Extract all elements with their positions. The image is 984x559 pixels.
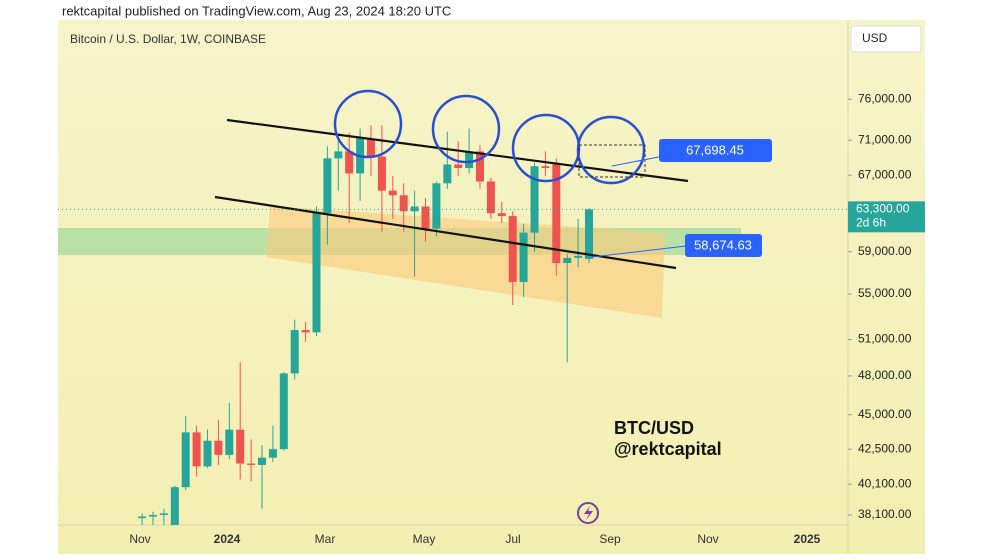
candle-body: [203, 440, 212, 467]
candle-body: [508, 216, 517, 283]
candle-body: [519, 232, 528, 283]
logo-icon: [584, 506, 593, 520]
selection-box: [578, 144, 646, 178]
candle-body: [486, 181, 495, 214]
candle-body: [258, 457, 266, 465]
candle-body: [454, 164, 463, 169]
candle-body: [399, 195, 408, 212]
y-tick-label: 71,000.00: [858, 132, 912, 146]
candle-body: [465, 151, 474, 169]
y-tick-label: 48,000.00: [858, 368, 912, 382]
candle-body: [149, 514, 157, 517]
candle-body: [247, 463, 256, 465]
candle-body: [181, 432, 190, 488]
countdown: 2d 6h: [856, 216, 886, 230]
annotation-text: BTC/USD: [614, 418, 694, 438]
candle-body: [312, 213, 321, 333]
candle-body: [552, 164, 561, 264]
candle-body: [138, 516, 147, 519]
y-tick-label: 45,000.00: [858, 407, 912, 421]
price-label: 58,674.63: [694, 237, 752, 252]
candle-body: [236, 429, 245, 464]
annotation-text: @rektcapital: [614, 439, 722, 459]
price-label: 67,698.45: [686, 142, 744, 157]
price-label-box: [685, 234, 762, 257]
chart-title: Bitcoin / U.S. Dollar, 1W, COINBASE: [70, 32, 266, 46]
candle-body: [574, 255, 583, 258]
candle-body: [377, 156, 386, 191]
candle-body: [192, 432, 201, 467]
candle-body: [530, 166, 539, 233]
candle-body: [476, 151, 484, 182]
channel: [266, 206, 665, 318]
trend-line: [226, 118, 689, 183]
y-tick-label: 55,000.00: [858, 286, 912, 300]
y-tick-label: 38,100.00: [858, 507, 912, 521]
candle-body: [388, 190, 397, 196]
candle-body: [214, 440, 223, 455]
candle-body: [563, 257, 572, 264]
x-tick-label: Nov: [129, 532, 150, 546]
candle-body: [443, 164, 452, 184]
candle-body: [367, 138, 375, 157]
candle-body: [159, 513, 168, 515]
candle-body: [268, 449, 277, 458]
currency-button[interactable]: [850, 25, 922, 53]
currency[interactable]: USD: [862, 31, 888, 45]
circle: [576, 115, 646, 185]
price-tag: [848, 201, 925, 233]
candle-body: [497, 213, 506, 217]
y-tick-label: 67,000.00: [858, 167, 912, 181]
circle: [431, 94, 501, 164]
candle-body: [421, 206, 430, 229]
y-tick-label: 76,000.00: [858, 91, 912, 105]
x-tick-label: Jul: [505, 532, 520, 546]
candle-body: [323, 158, 332, 214]
y-tick-label: 40,100.00: [858, 476, 912, 490]
candle-body: [290, 330, 299, 374]
label-connector: [591, 245, 687, 258]
candle-body: [432, 183, 441, 229]
y-tick-label: 59,000.00: [858, 244, 912, 258]
price-label-box: [659, 139, 772, 162]
candle-body: [279, 373, 288, 450]
logo-icon: [577, 502, 599, 524]
x-tick-label: Mar: [315, 532, 336, 546]
x-tick-label: 2024: [214, 532, 241, 546]
x-tick-label: Sep: [599, 532, 621, 546]
candle-body: [170, 487, 179, 525]
x-tick-label: Nov: [697, 532, 718, 546]
candle-body: [301, 330, 310, 333]
y-tick-label: 42,500.00: [858, 441, 912, 455]
candle-body: [345, 151, 354, 174]
x-tick-label: May: [413, 532, 436, 546]
header: rektcapital published on TradingView.com…: [62, 3, 451, 18]
circle: [333, 89, 403, 159]
candle-body: [225, 429, 234, 455]
drawings: 67,698.45 58,674.63 BTC/USD @rektcapital: [214, 89, 772, 524]
price-tag-label: 63,300.00: [856, 202, 910, 216]
y-tick-label: 51,000.00: [858, 332, 912, 346]
candle-body: [334, 151, 343, 159]
candle-body: [541, 166, 550, 169]
x-tick-label: 2025: [794, 532, 821, 546]
drawings: [58, 206, 741, 318]
candle-body: [585, 209, 593, 259]
